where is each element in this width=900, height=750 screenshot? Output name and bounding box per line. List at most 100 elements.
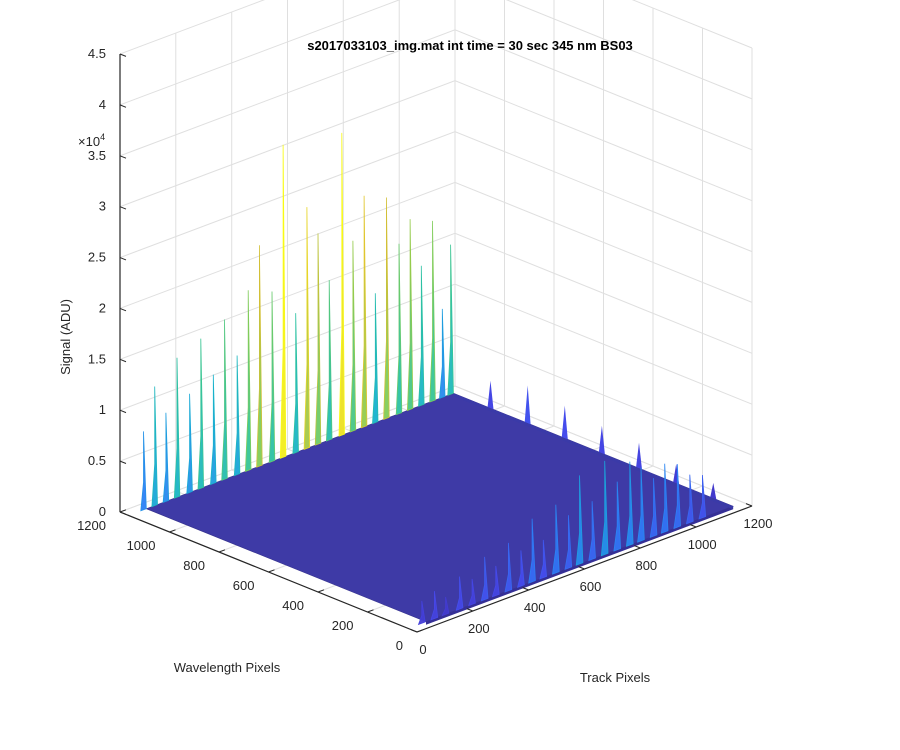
z-multiplier-base: ×10 bbox=[78, 134, 100, 149]
spectral-line-peak bbox=[162, 412, 170, 503]
y-tick-label: 1000 bbox=[127, 538, 156, 553]
spectral-line-peak bbox=[360, 195, 368, 429]
front-line-peak bbox=[417, 600, 426, 626]
z-tick-mark bbox=[119, 206, 127, 210]
y-tick-label: 600 bbox=[233, 578, 255, 593]
grid-line-z bbox=[119, 0, 753, 106]
spectral-line-peak bbox=[395, 243, 403, 416]
z-tick-label: 3 bbox=[99, 199, 106, 214]
front-line-peak bbox=[517, 550, 525, 588]
z-tick-label: 0.5 bbox=[88, 453, 106, 468]
front-line-peak bbox=[600, 460, 609, 557]
z-tick-mark bbox=[119, 358, 127, 363]
z-exponent-label: ×104 bbox=[78, 132, 105, 149]
y-tick-mark bbox=[268, 569, 275, 573]
front-line-peak bbox=[528, 518, 536, 584]
front-line-peak bbox=[455, 576, 464, 612]
spectral-line-peak bbox=[418, 265, 425, 407]
x-tick-mark bbox=[689, 524, 697, 528]
y-tick-label: 200 bbox=[332, 618, 354, 633]
spectral-line-peak bbox=[210, 374, 217, 486]
spectral-line-peak bbox=[406, 219, 414, 412]
grid-line-z bbox=[119, 385, 753, 513]
ridge-peak bbox=[598, 425, 605, 455]
y-axis-ticks: 0 200 400 600 800 1000 1200 bbox=[77, 509, 424, 653]
ridge-peak bbox=[524, 385, 531, 425]
front-line-peak bbox=[649, 478, 658, 539]
y-tick-mark bbox=[317, 589, 325, 593]
spectral-line-peak bbox=[268, 291, 276, 464]
spectral-line-peak bbox=[173, 357, 181, 499]
x-tick-label: 400 bbox=[524, 600, 546, 615]
z-tick-label: 1.5 bbox=[88, 351, 106, 366]
front-line-peak bbox=[552, 504, 560, 575]
z-tick-mark bbox=[119, 460, 127, 464]
z-tick-label: 1 bbox=[99, 402, 106, 417]
spectral-line-peak bbox=[140, 431, 147, 512]
front-line-peak bbox=[491, 565, 500, 598]
spectral-line-peak bbox=[233, 355, 241, 477]
x-tick-mark bbox=[522, 587, 529, 591]
spectral-line-peak bbox=[292, 313, 299, 455]
front-line-peak bbox=[441, 596, 450, 617]
y-tick-mark bbox=[367, 609, 374, 613]
z-multiplier-exponent: 4 bbox=[100, 132, 105, 142]
x-axis-ticks: 0 200 400 600 800 1000 1200 bbox=[410, 503, 773, 657]
spectral-line-peak bbox=[383, 197, 390, 420]
surface bbox=[140, 132, 734, 626]
front-line-peak bbox=[588, 501, 596, 562]
z-tick-label: 4 bbox=[99, 97, 106, 112]
grid-line-z bbox=[119, 80, 753, 208]
front-line-peak bbox=[625, 461, 634, 547]
z-tick-label: 2.5 bbox=[88, 250, 106, 265]
x-tick-label: 800 bbox=[635, 558, 657, 573]
surface-front-skirt bbox=[426, 506, 734, 625]
z-tick-mark bbox=[119, 53, 127, 57]
surface-side-skirt bbox=[453, 393, 734, 510]
front-line-peak bbox=[575, 475, 584, 566]
x-tick-mark bbox=[466, 608, 474, 612]
grid-line-z bbox=[119, 283, 753, 411]
z-tick-mark bbox=[119, 307, 127, 312]
x-tick-label: 1200 bbox=[744, 516, 773, 531]
grid-line-z bbox=[119, 131, 753, 259]
y-tick-label: 800 bbox=[183, 558, 205, 573]
front-line-peak bbox=[504, 542, 513, 593]
x-tick-label: 0 bbox=[419, 642, 426, 657]
z-tick-mark bbox=[119, 511, 127, 515]
spectral-line-peak bbox=[314, 233, 322, 446]
x-tick-label: 1000 bbox=[688, 537, 717, 552]
z-tick-label: 3.5 bbox=[88, 148, 106, 163]
y-tick-mark bbox=[218, 549, 226, 553]
front-line-peak bbox=[673, 464, 682, 530]
grid-line-z bbox=[119, 0, 753, 55]
y-tick-mark bbox=[169, 529, 176, 533]
spectral-line-peak bbox=[244, 290, 252, 472]
x-tick-mark bbox=[634, 545, 641, 549]
spectral-line-peak bbox=[325, 280, 333, 442]
grid-line-z bbox=[119, 29, 753, 157]
z-tick-mark bbox=[119, 155, 127, 159]
y-tick-label: 1200 bbox=[77, 518, 106, 533]
front-line-peak bbox=[660, 463, 669, 534]
spectral-line-peak bbox=[186, 393, 193, 495]
z-tick-mark bbox=[119, 257, 127, 261]
y-tick-label: 0 bbox=[396, 638, 403, 653]
front-line-peak bbox=[480, 556, 489, 602]
x-axis-label: Track Pixels bbox=[580, 670, 651, 685]
chart-title: s2017033103_img.mat int time = 30 sec 34… bbox=[307, 38, 633, 53]
spectral-line-peak bbox=[338, 132, 345, 437]
y-axis-label: Wavelength Pixels bbox=[174, 660, 281, 675]
ridge-peak bbox=[636, 442, 642, 470]
z-axis-ticks: 0 0.5 1 1.5 2 2.5 3 3.5 4 4.5 bbox=[88, 46, 127, 519]
front-line-peak bbox=[637, 467, 645, 543]
x-tick-mark bbox=[578, 566, 585, 570]
ridge-peak bbox=[561, 405, 568, 440]
spectral-line-peak bbox=[256, 245, 263, 468]
y-tick-mark bbox=[119, 509, 127, 513]
spectral-line-peak bbox=[197, 338, 205, 490]
x-tick-mark bbox=[410, 629, 418, 633]
spectral-line-peak bbox=[429, 220, 436, 403]
